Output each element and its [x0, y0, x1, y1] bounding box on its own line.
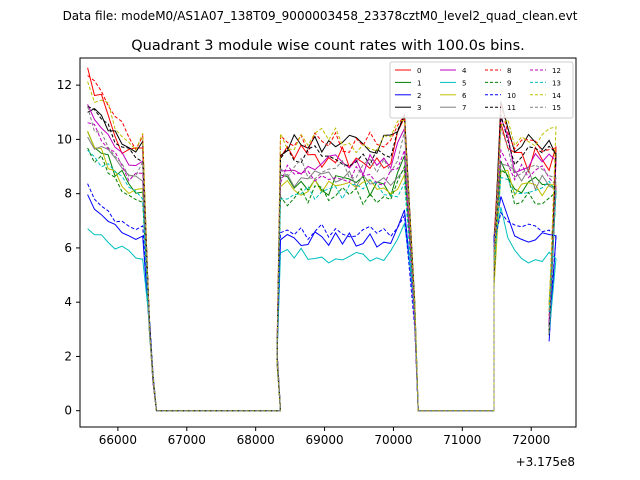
x-tick-label: 66000 [99, 433, 137, 447]
y-tick-label: 4 [64, 295, 72, 309]
y-tick-label: 6 [64, 241, 72, 255]
legend-label-15: 15 [552, 104, 561, 112]
legend-label-4: 4 [462, 67, 467, 75]
x-tick-label: 72000 [512, 433, 550, 447]
chart-suptitle: Data file: modeM0/AS1A07_138T09_90000034… [63, 9, 578, 23]
legend-label-14: 14 [552, 92, 561, 100]
x-tick-label: 67000 [168, 433, 206, 447]
y-axis: 0 2 4 6 8 10 12 [57, 78, 80, 418]
legend-label-1: 1 [417, 79, 421, 87]
chart-title: Quadrant 3 module wise count rates with … [131, 38, 525, 54]
legend-label-13: 13 [552, 79, 561, 87]
legend-label-11: 11 [507, 104, 516, 112]
plot-frame [79, 57, 577, 428]
series-line-7 [87, 136, 557, 412]
legend-label-12: 12 [552, 67, 561, 75]
x-axis: 66000 67000 68000 69000 70000 71000 72000 [99, 427, 550, 447]
series-line-9 [87, 147, 557, 412]
x-tick-label: 69000 [305, 433, 343, 447]
x-tick-label: 70000 [374, 433, 412, 447]
series-line-5 [87, 207, 557, 412]
y-tick-label: 2 [64, 349, 72, 363]
series-line-15 [87, 106, 557, 412]
y-tick-label: 0 [64, 404, 72, 418]
y-tick-label: 12 [57, 78, 72, 92]
legend-label-6: 6 [462, 92, 467, 100]
legend-label-9: 9 [507, 79, 511, 87]
series-line-12 [87, 122, 557, 412]
legend-label-0: 0 [417, 67, 421, 75]
x-tick-label: 71000 [443, 433, 481, 447]
series-line-14 [87, 81, 557, 412]
series-line-2 [87, 194, 557, 412]
series-line-3 [87, 101, 557, 412]
y-tick-label: 8 [64, 187, 72, 201]
legend-label-5: 5 [462, 79, 466, 87]
x-tick-label: 68000 [237, 433, 275, 447]
series-line-0 [87, 67, 557, 412]
legend-box [389, 61, 574, 119]
y-tick-label: 10 [57, 132, 72, 146]
legend-label-7: 7 [462, 104, 466, 112]
legend-label-8: 8 [507, 67, 511, 75]
legend-label-3: 3 [417, 104, 421, 112]
series-line-8 [87, 75, 557, 412]
series-line-10 [87, 183, 557, 412]
legend-label-10: 10 [507, 92, 516, 100]
series-line-6 [87, 130, 557, 412]
legend-label-2: 2 [417, 92, 421, 100]
series-line-13 [87, 149, 557, 412]
x-offset-label: +3.175e8 [516, 455, 575, 469]
plot-lines [87, 67, 557, 412]
